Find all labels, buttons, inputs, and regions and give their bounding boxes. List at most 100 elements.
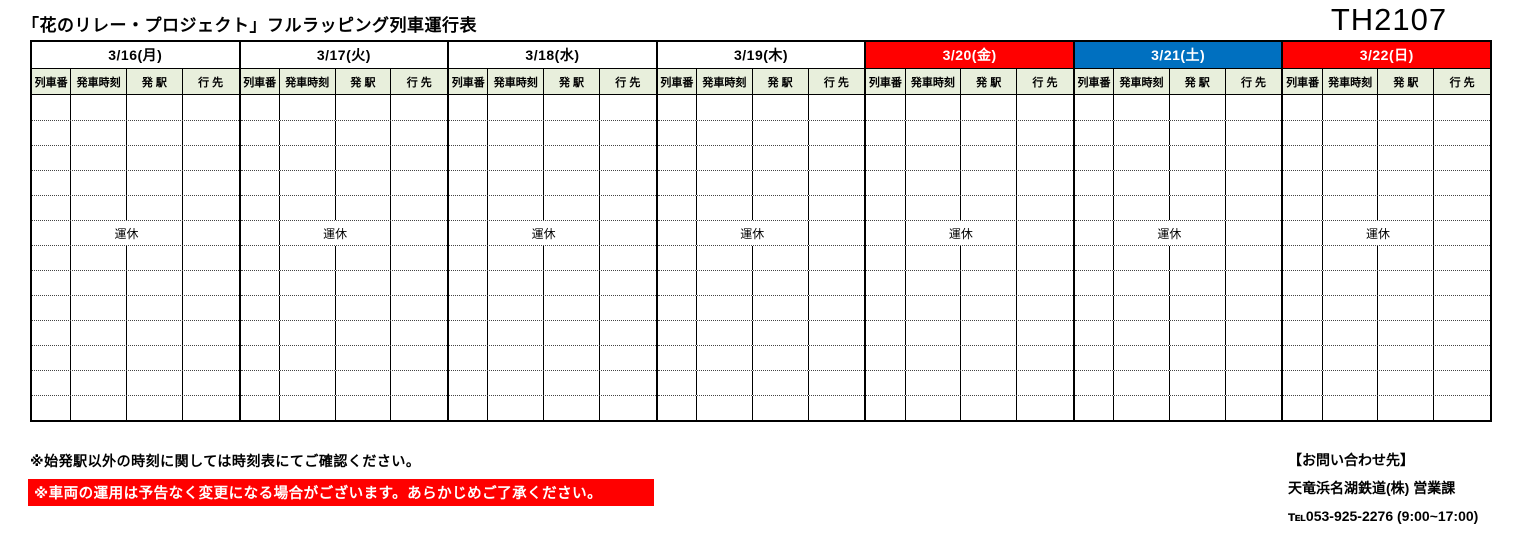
timetable-cell	[1170, 346, 1226, 370]
timetable-row: 運休	[32, 220, 239, 245]
column-header-row: 列車番 発車時刻発 駅 行 先	[657, 68, 865, 95]
timetable-cell	[600, 246, 656, 270]
timetable-cell	[658, 221, 697, 245]
timetable-cell	[753, 171, 809, 195]
timetable-cell	[71, 296, 127, 320]
timetable-cell	[1114, 396, 1170, 420]
timetable-row	[1074, 145, 1282, 170]
timetable-cell	[391, 396, 447, 420]
timetable-cell	[71, 246, 127, 270]
column-header: 発 駅	[753, 69, 809, 94]
timetable-cell	[1226, 321, 1282, 345]
timetable-cell	[1226, 271, 1282, 295]
timetable-cell	[1434, 321, 1490, 345]
timetable-cell	[544, 396, 600, 420]
timetable-cell	[183, 121, 239, 145]
timetable-cell	[336, 321, 392, 345]
timetable-cell	[32, 121, 72, 145]
timetable-cell	[697, 296, 753, 320]
timetable-row	[1283, 170, 1491, 195]
day-group: 3/17(火) 列車番 発車時刻発 駅 行 先運休	[240, 42, 450, 420]
timetable-cell	[1114, 371, 1170, 395]
timetable-cell	[866, 196, 906, 220]
timetable-cell	[488, 121, 545, 145]
column-header: 列車番	[658, 69, 697, 94]
timetable-cell	[1323, 271, 1379, 295]
timetable-row	[32, 270, 239, 295]
timetable-cell	[127, 95, 183, 120]
timetable-cell	[809, 346, 865, 370]
timetable-row	[449, 245, 656, 270]
timetable-cell	[753, 271, 809, 295]
timetable-cell	[1170, 371, 1226, 395]
timetable-row	[866, 395, 1073, 420]
timetable-cell	[809, 171, 865, 195]
timetable-cell	[906, 95, 962, 120]
timetable-cell	[336, 146, 392, 170]
timetable-row	[1283, 120, 1491, 145]
timetable-cell	[1017, 171, 1073, 195]
timetable-cell	[697, 246, 753, 270]
timetable-cell	[1017, 146, 1073, 170]
timetable-cell	[697, 146, 753, 170]
timetable-cell	[127, 321, 183, 345]
timetable-cell	[391, 171, 447, 195]
column-header-row: 列車番 発車時刻発 駅 行 先	[449, 68, 656, 95]
timetable-row	[32, 120, 239, 145]
timetable-cell	[183, 171, 239, 195]
timetable-cell	[32, 346, 72, 370]
timetable-cell	[1434, 95, 1490, 120]
timetable-cell	[658, 371, 697, 395]
column-header: 行 先	[1032, 76, 1058, 89]
timetable-cell	[1075, 196, 1115, 220]
timetable-cell	[1114, 246, 1170, 270]
timetable-row	[657, 145, 865, 170]
timetable-cell	[1323, 95, 1379, 120]
timetable-cell	[1075, 121, 1115, 145]
timetable-cell	[1170, 296, 1226, 320]
timetable-cell	[32, 396, 72, 420]
timetable-row	[240, 345, 448, 370]
timetable-cell	[1283, 246, 1323, 270]
timetable-cell	[866, 146, 906, 170]
timetable-cell	[1075, 396, 1115, 420]
timetable-cell	[961, 171, 1018, 195]
timetable-cell	[1283, 346, 1323, 370]
column-header: 行 先	[1241, 76, 1267, 89]
timetable-cell	[1114, 296, 1170, 320]
timetable-cell	[71, 371, 127, 395]
timetable-cell	[544, 171, 600, 195]
timetable-cell	[488, 296, 545, 320]
timetable-row	[866, 120, 1073, 145]
column-header-row: 列車番 発車時刻発 駅 行 先	[32, 68, 239, 95]
timetable-cell	[127, 271, 183, 295]
timetable-cell	[866, 95, 906, 120]
timetable-cell	[866, 221, 906, 245]
timetable-cell	[1170, 121, 1226, 145]
timetable-cell	[127, 196, 183, 220]
timetable-cell	[1075, 221, 1115, 245]
timetable-cell	[1226, 196, 1282, 220]
timetable-cell	[697, 95, 753, 120]
timetable-cell	[961, 396, 1018, 420]
timetable-cell	[809, 371, 865, 395]
timetable-cell	[391, 346, 447, 370]
timetable-row	[240, 320, 448, 345]
timetable-row	[449, 320, 656, 345]
timetable-cell	[1283, 321, 1323, 345]
timetable-cell	[1075, 271, 1115, 295]
timetable-cell	[753, 196, 809, 220]
timetable-row	[449, 145, 656, 170]
timetable-cell	[1017, 321, 1073, 345]
timetable-cell	[1017, 121, 1073, 145]
timetable-cell	[183, 371, 239, 395]
timetable-cell	[241, 396, 280, 420]
timetable-cell	[1283, 171, 1323, 195]
timetable-cell	[1323, 396, 1379, 420]
timetable-cell	[1378, 346, 1435, 370]
timetable-cell	[906, 371, 962, 395]
timetable-cell	[544, 196, 600, 220]
timetable-cell	[697, 321, 753, 345]
timetable-cell	[280, 95, 336, 120]
timetable-cell	[241, 196, 280, 220]
